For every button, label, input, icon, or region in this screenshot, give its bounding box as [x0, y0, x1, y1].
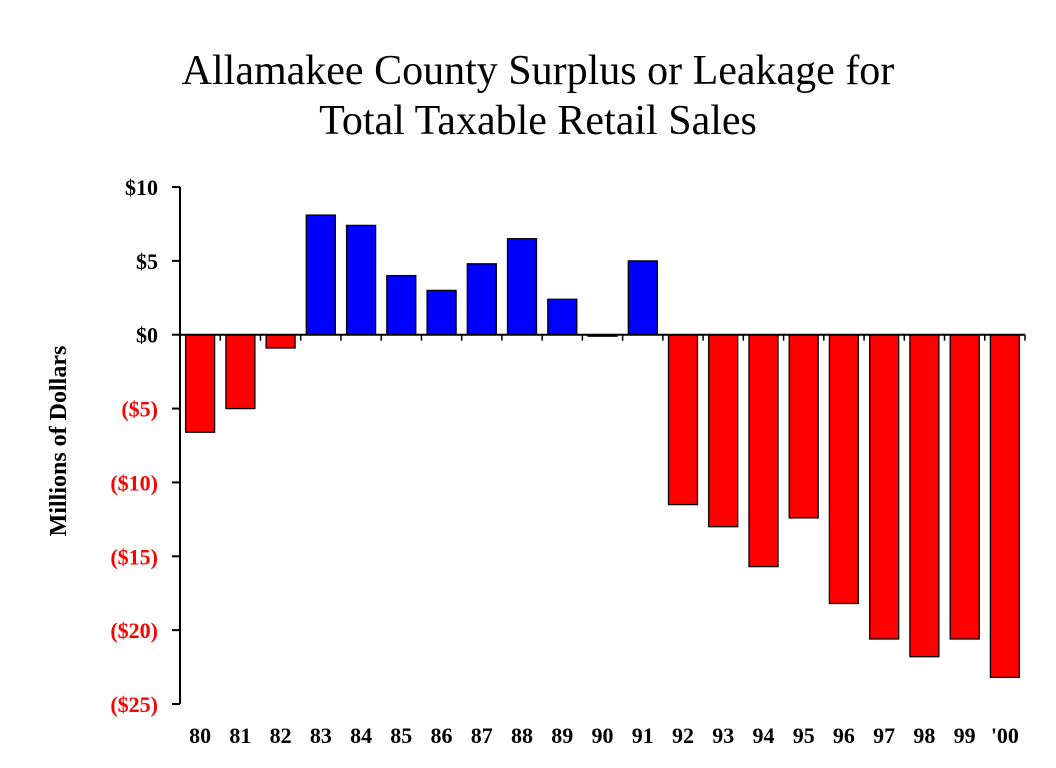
y-axis: $10 $5 $0 ($5) ($10) ($15) ($20) ($25)	[110, 175, 181, 717]
bar-88	[506, 238, 538, 336]
x-tick-label: 84	[350, 723, 372, 748]
bar-80	[184, 334, 216, 433]
bar-94	[748, 334, 779, 568]
x-tick-label: 80	[189, 723, 211, 748]
x-tick-label: 83	[310, 723, 332, 748]
bar-87	[466, 263, 497, 336]
chart-title: Allamakee County Surplus or Leakage for …	[0, 46, 1056, 146]
y-tick-label: $10	[125, 175, 158, 200]
x-tick-label: 91	[632, 723, 654, 748]
bar-98	[909, 334, 940, 658]
y-tick-label: ($20)	[110, 618, 158, 643]
bar-96	[828, 334, 860, 605]
x-tick-label: '00	[991, 723, 1019, 748]
bar-81	[225, 334, 256, 410]
bar-84	[345, 224, 377, 336]
chart-title-line2: Total Taxable Retail Sales	[319, 98, 757, 144]
y-tick-label: ($25)	[110, 692, 158, 717]
x-tick-label: 89	[551, 723, 573, 748]
x-tick-label: 81	[229, 723, 251, 748]
bar-92	[667, 334, 699, 506]
bar-85	[386, 274, 417, 336]
x-axis: 80 81 82 83 84 85 86 87 88 89 90 91 92 93 94 95 96 97 98 99…	[179, 333, 1026, 748]
x-tick-label: 90	[592, 723, 614, 748]
bar-95	[788, 334, 819, 519]
bar-00	[989, 334, 1021, 679]
bar-99	[949, 334, 980, 640]
bar-89	[547, 298, 578, 336]
x-tick-label: 99	[954, 723, 976, 748]
x-tick-label: 95	[793, 723, 815, 748]
y-tick-label: ($15)	[110, 544, 158, 569]
x-tick-label: 94	[752, 723, 774, 748]
bar-91	[627, 260, 658, 336]
chart-title-line1: Allamakee County Surplus or Leakage for	[181, 48, 895, 94]
x-tick-label: 88	[511, 723, 533, 748]
x-tick-label: 93	[712, 723, 734, 748]
bar-86	[426, 289, 457, 336]
bar-97	[869, 334, 900, 640]
x-tick-label: 96	[833, 723, 855, 748]
bars	[184, 214, 1021, 679]
y-tick-label: ($10)	[110, 470, 158, 495]
x-tick-label: 97	[873, 723, 895, 748]
x-tick-label: 87	[471, 723, 493, 748]
bar-93	[708, 334, 739, 528]
x-tick-label: 92	[672, 723, 694, 748]
y-tick-label: $5	[136, 249, 158, 274]
x-tick-label: 98	[913, 723, 935, 748]
y-tick-label: $0	[136, 323, 158, 348]
x-tick-label: 86	[431, 723, 453, 748]
x-tick-label: 85	[390, 723, 412, 748]
bar-83	[305, 214, 336, 336]
x-tick-label: 82	[270, 723, 292, 748]
bar-82	[265, 334, 296, 349]
y-axis-label: Millions of Dollars	[46, 346, 72, 537]
y-tick-label: ($5)	[121, 397, 158, 422]
